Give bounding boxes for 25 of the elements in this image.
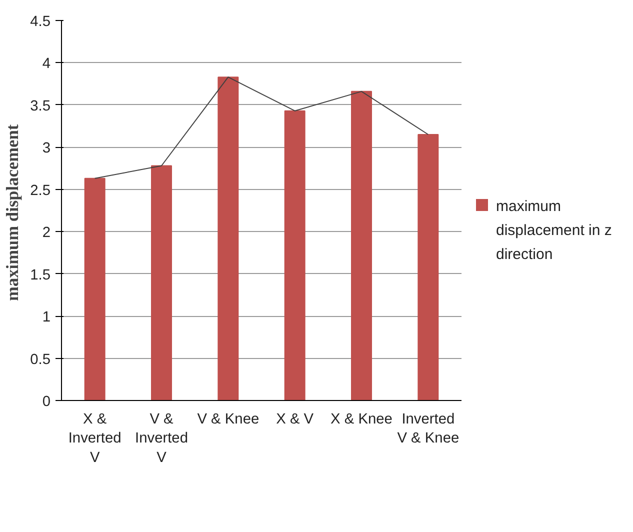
bar — [218, 76, 239, 400]
x-tick-label: X & Inverted V — [68, 412, 122, 466]
y-tick-label: 4.5 — [30, 14, 50, 30]
bar — [351, 90, 372, 400]
x-tick-label: V & Knee — [197, 412, 260, 428]
y-tick-label: 0 — [42, 394, 51, 410]
y-tick-label: 2 — [42, 225, 51, 242]
y-tick-label: 1.5 — [30, 267, 50, 284]
y-tick-label: 4 — [42, 56, 51, 72]
bar — [151, 165, 172, 400]
y-tick-label: 3.5 — [30, 98, 50, 114]
y-axis-title: maximum displacement — [3, 124, 22, 301]
line-series — [94, 76, 429, 179]
x-tick-label: V & Inverted V — [135, 412, 188, 466]
bar — [418, 134, 439, 400]
bar — [84, 178, 106, 400]
bar — [284, 110, 306, 400]
y-tick-label: 2.5 — [30, 182, 50, 199]
legend-label: maximum displacement in z direction — [496, 197, 613, 265]
x-tick-label: Inverted V & Knee — [397, 412, 460, 447]
y-tick-label: 0.5 — [30, 352, 50, 368]
y-tick-label: 1 — [42, 310, 51, 326]
y-tick-label: 3 — [42, 140, 51, 157]
x-tick-label: X & V — [276, 412, 314, 428]
x-tick-label: X & Knee — [330, 412, 392, 428]
